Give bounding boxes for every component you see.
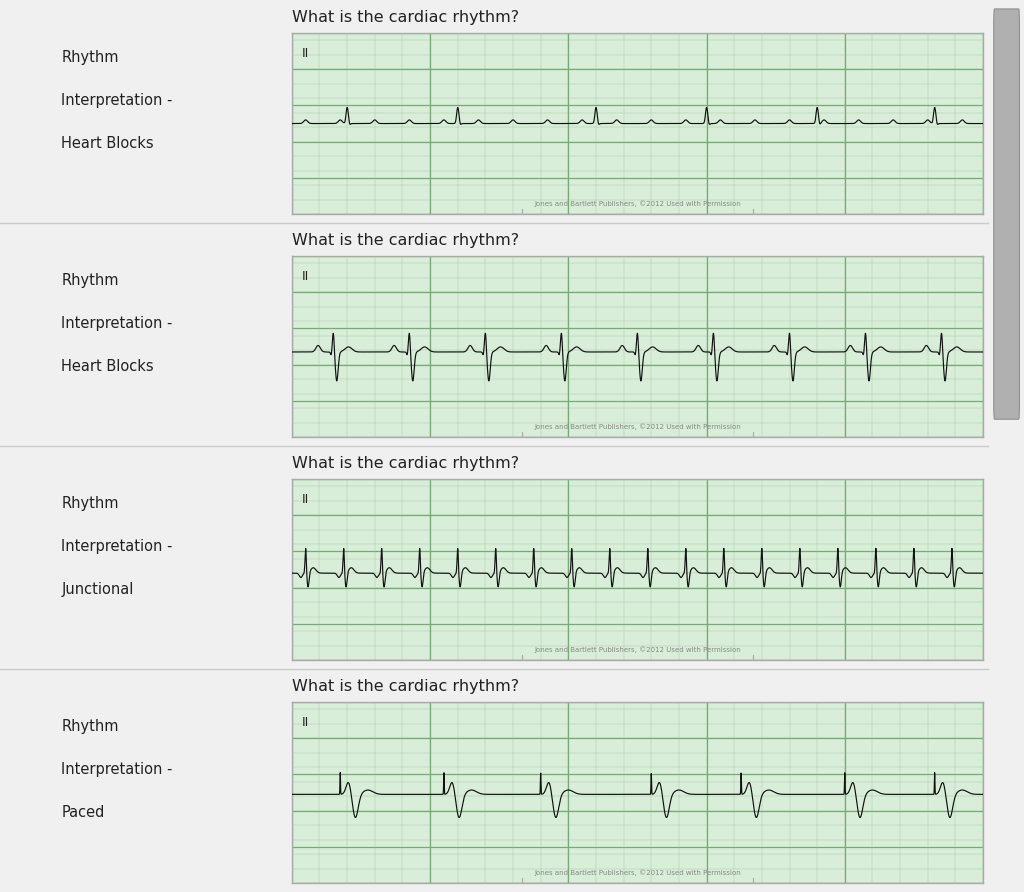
Text: Interpretation -: Interpretation - bbox=[61, 762, 173, 777]
Text: Interpretation -: Interpretation - bbox=[61, 93, 173, 108]
Text: Jones and Bartlett Publishers, ©2012 Used with Permission: Jones and Bartlett Publishers, ©2012 Use… bbox=[535, 200, 740, 207]
Text: What is the cardiac rhythm?: What is the cardiac rhythm? bbox=[292, 234, 519, 248]
Text: Rhythm: Rhythm bbox=[61, 719, 119, 734]
Text: II: II bbox=[302, 716, 309, 730]
Text: Rhythm: Rhythm bbox=[61, 50, 119, 65]
Text: Heart Blocks: Heart Blocks bbox=[61, 136, 154, 151]
Text: II: II bbox=[302, 493, 309, 507]
Text: What is the cardiac rhythm?: What is the cardiac rhythm? bbox=[292, 680, 519, 694]
FancyBboxPatch shape bbox=[993, 9, 1020, 419]
Text: Junctional: Junctional bbox=[61, 582, 134, 597]
Text: What is the cardiac rhythm?: What is the cardiac rhythm? bbox=[292, 11, 519, 25]
Text: Interpretation -: Interpretation - bbox=[61, 539, 173, 554]
Text: Heart Blocks: Heart Blocks bbox=[61, 359, 154, 374]
Text: Paced: Paced bbox=[61, 805, 104, 820]
Text: Jones and Bartlett Publishers, ©2012 Used with Permission: Jones and Bartlett Publishers, ©2012 Use… bbox=[535, 646, 740, 653]
Text: Rhythm: Rhythm bbox=[61, 273, 119, 288]
Text: Interpretation -: Interpretation - bbox=[61, 316, 173, 331]
Text: What is the cardiac rhythm?: What is the cardiac rhythm? bbox=[292, 457, 519, 471]
Text: Jones and Bartlett Publishers, ©2012 Used with Permission: Jones and Bartlett Publishers, ©2012 Use… bbox=[535, 423, 740, 430]
Text: Jones and Bartlett Publishers, ©2012 Used with Permission: Jones and Bartlett Publishers, ©2012 Use… bbox=[535, 869, 740, 876]
Text: Rhythm: Rhythm bbox=[61, 496, 119, 511]
Text: II: II bbox=[302, 270, 309, 284]
Text: II: II bbox=[302, 47, 309, 61]
